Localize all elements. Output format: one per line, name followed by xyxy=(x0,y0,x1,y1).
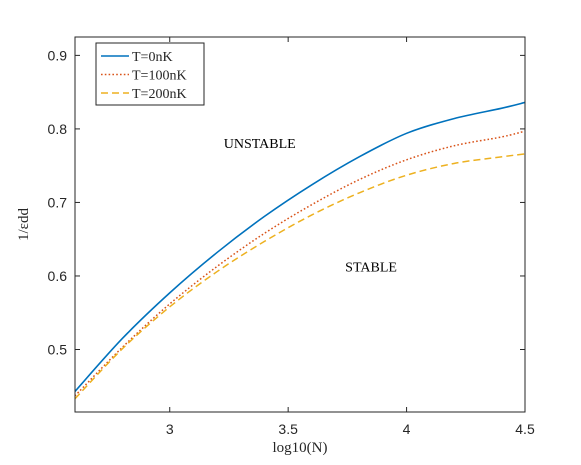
legend-label: T=200nK xyxy=(132,87,187,102)
plot-area-frame xyxy=(74,36,526,413)
series-line-3 xyxy=(75,153,525,400)
region-label-stable: STABLE xyxy=(345,261,397,276)
region-label-unstable: UNSTABLE xyxy=(224,137,296,152)
series-line-2 xyxy=(75,130,525,397)
y-tick-label: 0.5 xyxy=(48,342,68,358)
x-tick-label: 4 xyxy=(403,421,411,437)
y-tick-label: 0.8 xyxy=(48,121,68,137)
legend-label: T=100nK xyxy=(132,69,187,84)
ticks-layer: 3 3.5 4 4.5 0.5 0.6 0.7 0.8 0.9 xyxy=(48,37,535,437)
series-line-1 xyxy=(75,101,525,392)
x-tick-label: 3.5 xyxy=(278,421,298,437)
y-tick-label: 0.6 xyxy=(48,268,68,284)
y-tick-label: 0.7 xyxy=(48,194,68,210)
x-axis-title: log10(N) xyxy=(273,440,328,456)
y-axis-title: 1/εdd xyxy=(16,208,32,241)
x-tick-label: 4.5 xyxy=(515,421,535,437)
x-tick-label: 3 xyxy=(166,421,174,437)
legend-label: T=0nK xyxy=(132,50,173,65)
series-layer xyxy=(75,101,525,400)
annotation-layer: UNSTABLE STABLE xyxy=(224,137,397,276)
y-tick-label: 0.9 xyxy=(48,47,68,63)
legend: T=0nK T=100nK T=200nK xyxy=(95,42,205,106)
